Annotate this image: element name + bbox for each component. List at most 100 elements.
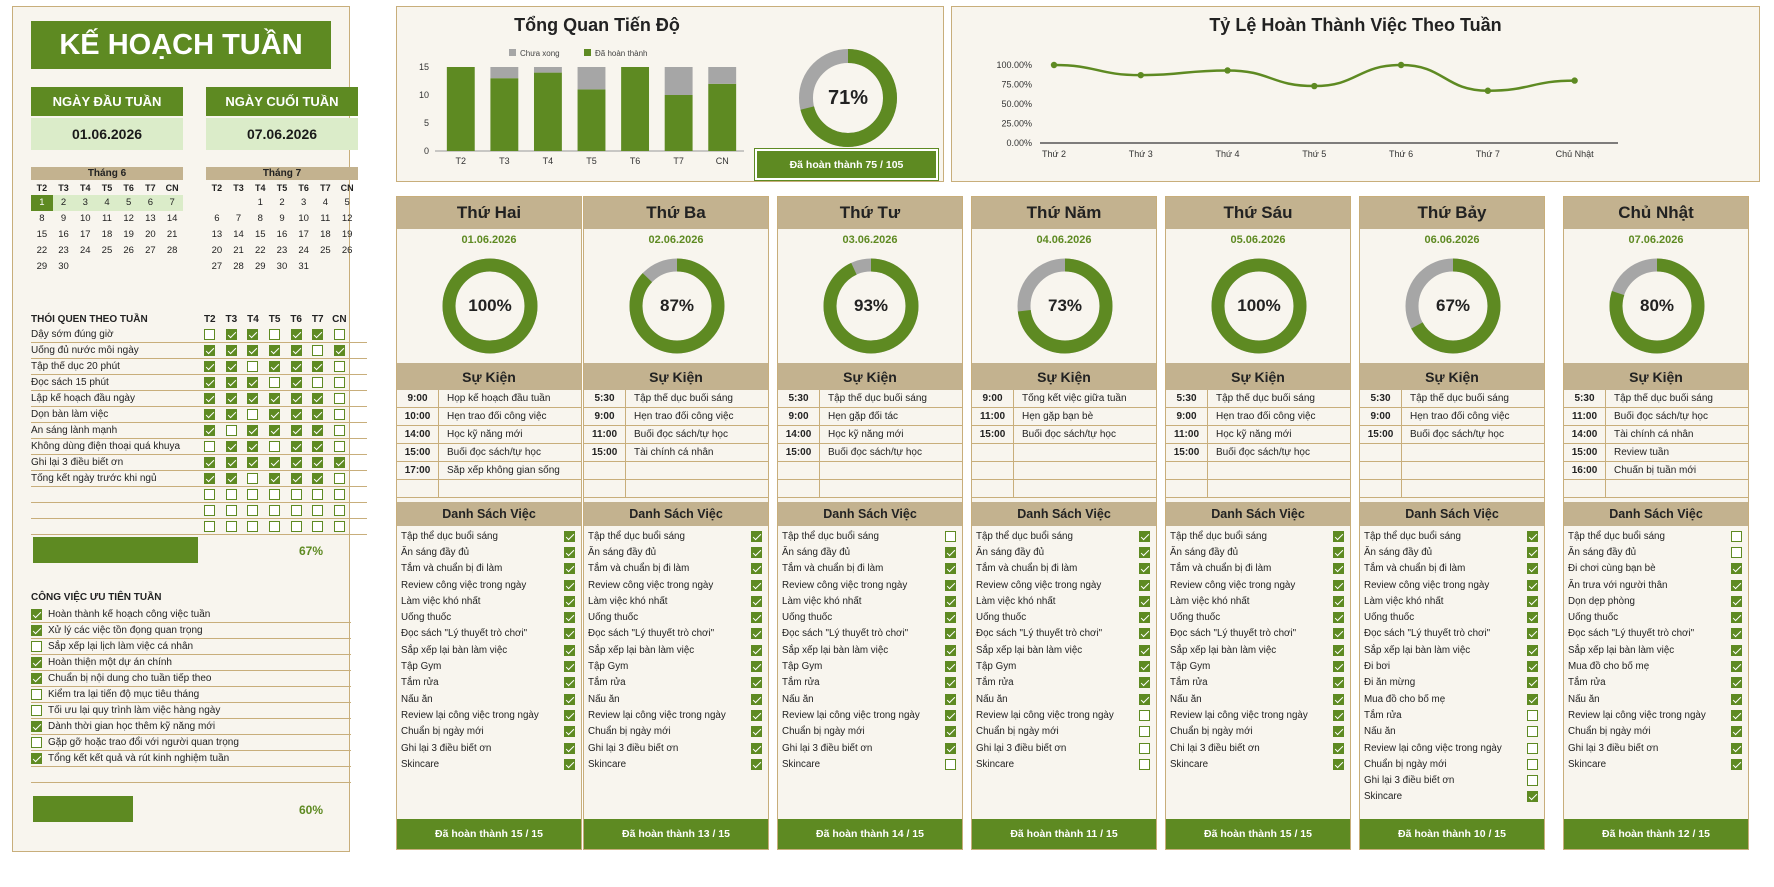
checkbox-checked[interactable] <box>269 345 281 356</box>
checkbox-unchecked[interactable] <box>225 521 237 532</box>
checkbox-checked[interactable] <box>945 726 956 738</box>
checkbox-checked[interactable] <box>269 473 281 484</box>
checkbox-checked[interactable] <box>751 579 762 591</box>
event-row[interactable] <box>972 480 1156 498</box>
checkbox-checked[interactable] <box>564 530 575 542</box>
checkbox-checked[interactable] <box>269 393 281 404</box>
checkbox-unchecked[interactable] <box>1139 742 1150 754</box>
calendar-day[interactable]: 19 <box>123 228 134 240</box>
checkbox-checked[interactable] <box>204 473 216 484</box>
checkbox-checked[interactable] <box>312 441 324 452</box>
checkbox-unchecked[interactable] <box>333 361 345 372</box>
checkbox-checked[interactable] <box>1333 563 1344 575</box>
checkbox-unchecked[interactable] <box>945 758 956 770</box>
checkbox-checked[interactable] <box>1139 612 1150 624</box>
checkbox-checked[interactable] <box>247 377 259 388</box>
event-row[interactable]: 15:00 Review tuần <box>1564 444 1748 462</box>
checkbox-checked[interactable] <box>945 612 956 624</box>
event-row[interactable] <box>1166 480 1350 498</box>
checkbox-unchecked[interactable] <box>312 489 324 500</box>
checkbox-checked[interactable] <box>290 457 302 468</box>
checkbox-unchecked[interactable] <box>1731 546 1742 558</box>
checkbox-checked[interactable] <box>1139 693 1150 705</box>
checkbox-checked[interactable] <box>1527 579 1538 591</box>
checkbox-checked[interactable] <box>247 345 259 356</box>
checkbox-checked[interactable] <box>1139 579 1150 591</box>
checkbox-checked[interactable] <box>945 546 956 558</box>
checkbox-checked[interactable] <box>312 473 324 484</box>
checkbox-checked[interactable] <box>1333 546 1344 558</box>
checkbox-checked[interactable] <box>751 742 762 754</box>
calendar-day[interactable]: 10 <box>298 213 309 225</box>
event-row[interactable] <box>1564 480 1748 498</box>
checkbox-checked[interactable] <box>333 345 345 356</box>
checkbox-checked[interactable] <box>312 457 324 468</box>
calendar-day[interactable]: 21 <box>166 228 178 240</box>
calendar-day[interactable]: 14 <box>233 228 244 240</box>
event-row[interactable] <box>584 480 768 498</box>
checkbox-checked[interactable] <box>204 377 216 388</box>
checkbox-unchecked[interactable] <box>333 425 345 436</box>
checkbox-checked[interactable] <box>1731 693 1742 705</box>
checkbox-checked[interactable] <box>290 393 302 404</box>
calendar-day[interactable]: 16 <box>276 228 288 240</box>
event-row[interactable]: 10:00 Hẹn trao đổi công việc <box>397 408 581 426</box>
calendar-day[interactable]: 1 <box>257 197 263 209</box>
checkbox-checked[interactable] <box>1139 595 1150 607</box>
calendar-day[interactable]: 1 <box>31 195 53 211</box>
checkbox-checked[interactable] <box>31 625 42 636</box>
checkbox-unchecked[interactable] <box>225 425 237 436</box>
checkbox-checked[interactable] <box>1139 563 1150 575</box>
checkbox-checked[interactable] <box>225 441 237 452</box>
checkbox-checked[interactable] <box>751 546 762 558</box>
checkbox-checked[interactable] <box>751 661 762 673</box>
calendar-day[interactable]: 6 <box>139 195 162 211</box>
checkbox-checked[interactable] <box>290 409 302 420</box>
checkbox-unchecked[interactable] <box>225 505 237 516</box>
checkbox-checked[interactable] <box>31 673 42 684</box>
checkbox-checked[interactable] <box>247 329 259 340</box>
checkbox-checked[interactable] <box>1333 579 1344 591</box>
checkbox-unchecked[interactable] <box>333 393 345 404</box>
end-date-value[interactable]: 07.06.2026 <box>206 118 358 150</box>
calendar-day[interactable]: 15 <box>36 228 48 240</box>
checkbox-unchecked[interactable] <box>312 345 324 356</box>
checkbox-unchecked[interactable] <box>312 377 324 388</box>
calendar-day[interactable]: 4 <box>322 197 329 209</box>
checkbox-unchecked[interactable] <box>1527 726 1538 738</box>
checkbox-unchecked[interactable] <box>290 489 302 500</box>
checkbox-checked[interactable] <box>247 425 259 436</box>
checkbox-checked[interactable] <box>1333 628 1344 640</box>
calendar-day[interactable]: 20 <box>145 228 156 240</box>
calendar-day[interactable]: 27 <box>211 260 223 272</box>
checkbox-checked[interactable] <box>751 758 762 770</box>
event-row[interactable]: 9:00 Hẹn trao đổi công việc <box>584 408 768 426</box>
calendar-day[interactable]: 2 <box>52 195 75 211</box>
checkbox-checked[interactable] <box>204 361 216 372</box>
checkbox-checked[interactable] <box>225 377 237 388</box>
checkbox-checked[interactable] <box>1333 677 1344 689</box>
calendar-day[interactable]: 8 <box>257 213 263 225</box>
calendar-day[interactable]: 27 <box>145 244 156 256</box>
checkbox-checked[interactable] <box>204 393 216 404</box>
calendar-day[interactable]: 12 <box>341 213 353 225</box>
checkbox-checked[interactable] <box>247 441 259 452</box>
calendar-day[interactable]: 17 <box>79 228 91 240</box>
event-row[interactable] <box>972 444 1156 462</box>
event-row[interactable]: 14:00 Tài chính cá nhân <box>1564 426 1748 444</box>
checkbox-checked[interactable] <box>1333 612 1344 624</box>
calendar-day[interactable]: 9 <box>60 213 67 225</box>
checkbox-checked[interactable] <box>1731 742 1742 754</box>
calendar-day[interactable]: 22 <box>254 244 266 256</box>
checkbox-checked[interactable] <box>1731 709 1742 721</box>
checkbox-checked[interactable] <box>945 693 956 705</box>
calendar-day[interactable]: 14 <box>166 213 178 225</box>
checkbox-checked[interactable] <box>269 457 281 468</box>
checkbox-unchecked[interactable] <box>333 505 345 516</box>
checkbox-checked[interactable] <box>751 595 762 607</box>
checkbox-checked[interactable] <box>31 721 42 732</box>
checkbox-unchecked[interactable] <box>1731 530 1742 542</box>
checkbox-checked[interactable] <box>1527 644 1538 656</box>
checkbox-checked[interactable] <box>1333 709 1344 721</box>
checkbox-checked[interactable] <box>564 709 575 721</box>
